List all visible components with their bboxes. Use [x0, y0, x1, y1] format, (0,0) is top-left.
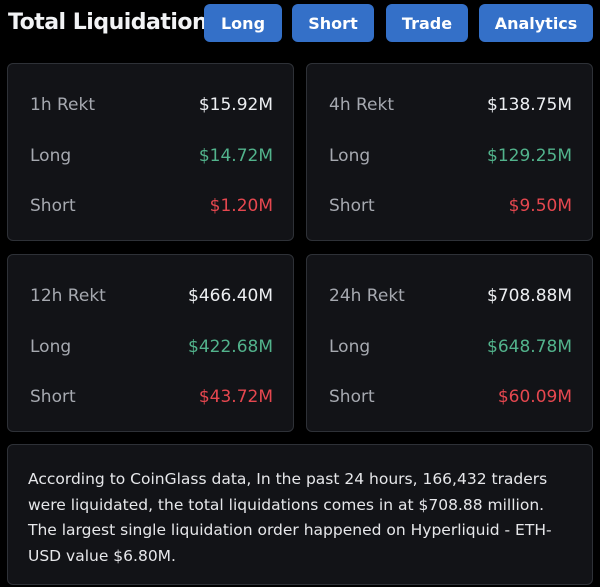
long-row: Long $14.72M	[30, 145, 273, 167]
total-row: 1h Rekt $15.92M	[30, 94, 273, 116]
summary-text: According to CoinGlass data, In the past…	[28, 470, 548, 514]
short-row: Short $60.09M	[329, 386, 572, 408]
liquidation-card-12h: 12h Rekt $466.40M Long $422.68M Short $4…	[7, 254, 294, 432]
total-value: $138.75M	[487, 95, 572, 115]
total-value: $466.40M	[188, 286, 273, 306]
short-label: Short	[329, 196, 375, 216]
short-label: Short	[329, 387, 375, 407]
short-row: Short $1.20M	[30, 195, 273, 217]
total-label: 4h Rekt	[329, 95, 395, 115]
long-row: Long $648.78M	[329, 336, 572, 358]
long-label: Long	[30, 145, 72, 166]
total-label: 24h Rekt	[329, 286, 405, 306]
short-value: $9.50M	[508, 196, 572, 216]
long-row: Long $422.68M	[30, 336, 273, 358]
total-label: 1h Rekt	[30, 95, 96, 115]
short-button[interactable]: Short	[292, 4, 374, 42]
short-row: Short $43.72M	[30, 386, 273, 408]
liquidation-card-1h: 1h Rekt $15.92M Long $14.72M Short $1.20…	[7, 63, 294, 241]
total-row: 12h Rekt $466.40M	[30, 285, 273, 307]
total-value: $708.88M	[487, 286, 572, 306]
liquidation-card-24h: 24h Rekt $708.88M Long $648.78M Short $6…	[306, 254, 593, 432]
page-title: Total Liquidations	[8, 10, 220, 35]
short-label: Short	[30, 196, 76, 216]
long-label: Long	[30, 336, 72, 357]
total-row: 4h Rekt $138.75M	[329, 94, 572, 116]
long-label: Long	[329, 336, 371, 357]
long-value: $129.25M	[487, 145, 572, 166]
analytics-button[interactable]: Analytics	[479, 4, 593, 42]
total-row: 24h Rekt $708.88M	[329, 285, 572, 307]
long-row: Long $129.25M	[329, 145, 572, 167]
short-value: $43.72M	[198, 387, 273, 407]
largest-liquidation-text: The largest single liquidation order hap…	[28, 521, 552, 565]
long-value: $14.72M	[198, 145, 273, 166]
short-value: $1.20M	[209, 196, 273, 216]
summary-panel: According to CoinGlass data, In the past…	[7, 444, 593, 585]
short-value: $60.09M	[497, 387, 572, 407]
total-label: 12h Rekt	[30, 286, 106, 306]
short-row: Short $9.50M	[329, 195, 572, 217]
long-value: $422.68M	[188, 336, 273, 357]
liquidation-card-4h: 4h Rekt $138.75M Long $129.25M Short $9.…	[306, 63, 593, 241]
short-label: Short	[30, 387, 76, 407]
long-label: Long	[329, 145, 371, 166]
long-value: $648.78M	[487, 336, 572, 357]
long-button[interactable]: Long	[204, 4, 282, 42]
trade-button[interactable]: Trade	[386, 4, 468, 42]
total-value: $15.92M	[198, 95, 273, 115]
